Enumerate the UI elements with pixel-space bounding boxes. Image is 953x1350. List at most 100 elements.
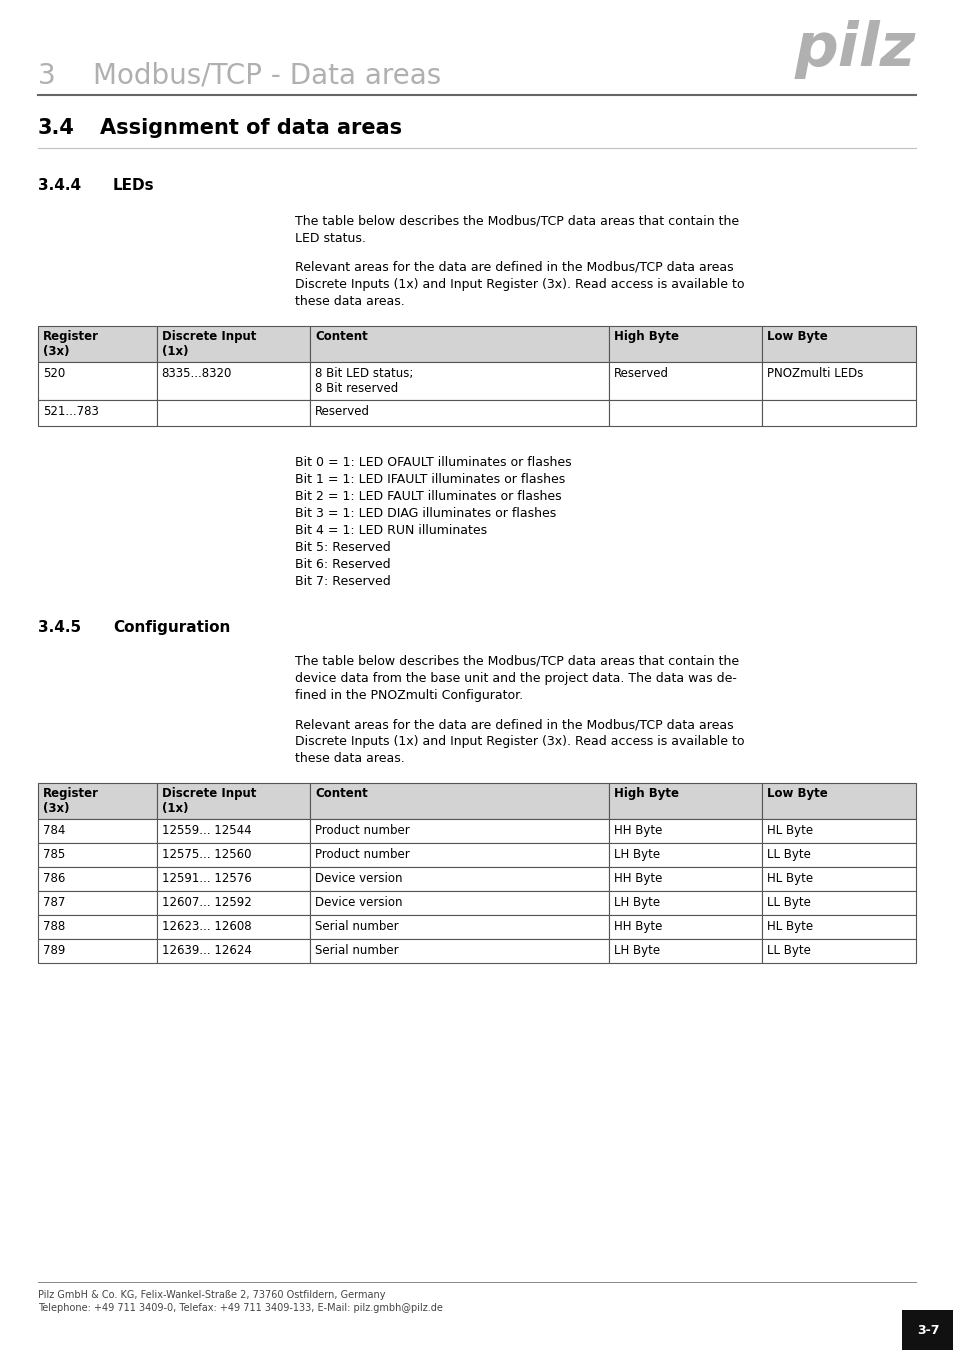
- Bar: [608, 867, 761, 891]
- Text: Reserved: Reserved: [613, 367, 668, 379]
- Text: 787: 787: [43, 896, 66, 909]
- Text: Discrete Input
(1x): Discrete Input (1x): [161, 787, 255, 815]
- Text: LED status.: LED status.: [294, 232, 366, 244]
- Text: HL Byte: HL Byte: [766, 824, 813, 837]
- Text: High Byte: High Byte: [613, 787, 678, 801]
- Text: Low Byte: Low Byte: [766, 787, 827, 801]
- Text: HL Byte: HL Byte: [766, 872, 813, 886]
- Text: Configuration: Configuration: [112, 620, 230, 634]
- Text: Discrete Input
(1x): Discrete Input (1x): [161, 329, 255, 358]
- Text: The table below describes the Modbus/TCP data areas that contain the: The table below describes the Modbus/TCP…: [294, 215, 739, 228]
- Text: HL Byte: HL Byte: [766, 919, 813, 933]
- Text: Device version: Device version: [314, 872, 402, 886]
- Bar: [38, 940, 156, 963]
- Bar: [761, 325, 915, 362]
- Text: 520: 520: [43, 367, 65, 379]
- Bar: [38, 362, 156, 400]
- Bar: [761, 891, 915, 915]
- Bar: [761, 783, 915, 819]
- Text: 3-7: 3-7: [916, 1323, 939, 1336]
- Bar: [156, 867, 310, 891]
- Text: 3.4: 3.4: [38, 117, 74, 138]
- Text: Bit 0 = 1: LED OFAULT illuminates or flashes: Bit 0 = 1: LED OFAULT illuminates or fla…: [294, 456, 571, 468]
- Text: these data areas.: these data areas.: [294, 296, 404, 308]
- Text: LH Byte: LH Byte: [613, 848, 659, 861]
- Bar: [608, 362, 761, 400]
- Bar: [38, 819, 156, 842]
- Text: Serial number: Serial number: [314, 944, 398, 957]
- Text: Bit 7: Reserved: Bit 7: Reserved: [294, 575, 391, 589]
- Text: Serial number: Serial number: [314, 919, 398, 933]
- Text: Telephone: +49 711 3409-0, Telefax: +49 711 3409-133, E-Mail: pilz.gmbh@pilz.de: Telephone: +49 711 3409-0, Telefax: +49 …: [38, 1303, 442, 1314]
- Text: 3: 3: [38, 62, 55, 90]
- Bar: [310, 891, 608, 915]
- Bar: [608, 915, 761, 940]
- Bar: [156, 915, 310, 940]
- Bar: [608, 891, 761, 915]
- Text: 12607... 12592: 12607... 12592: [161, 896, 251, 909]
- Bar: [761, 819, 915, 842]
- Text: 12623... 12608: 12623... 12608: [161, 919, 251, 933]
- Bar: [310, 867, 608, 891]
- Text: LH Byte: LH Byte: [613, 896, 659, 909]
- Text: HH Byte: HH Byte: [613, 824, 661, 837]
- Text: Reserved: Reserved: [314, 405, 370, 418]
- Text: Low Byte: Low Byte: [766, 329, 827, 343]
- Bar: [761, 362, 915, 400]
- Bar: [310, 325, 608, 362]
- Text: 12591... 12576: 12591... 12576: [161, 872, 251, 886]
- Text: Bit 1 = 1: LED IFAULT illuminates or flashes: Bit 1 = 1: LED IFAULT illuminates or fla…: [294, 472, 565, 486]
- Text: Relevant areas for the data are defined in the Modbus/TCP data areas: Relevant areas for the data are defined …: [294, 261, 733, 274]
- Text: The table below describes the Modbus/TCP data areas that contain the: The table below describes the Modbus/TCP…: [294, 655, 739, 668]
- Text: 788: 788: [43, 919, 65, 933]
- Text: Device version: Device version: [314, 896, 402, 909]
- Bar: [38, 842, 156, 867]
- Bar: [310, 783, 608, 819]
- Text: High Byte: High Byte: [613, 329, 678, 343]
- Bar: [761, 867, 915, 891]
- Text: HH Byte: HH Byte: [613, 872, 661, 886]
- Text: 8335...8320: 8335...8320: [161, 367, 232, 379]
- Bar: [156, 362, 310, 400]
- Text: 784: 784: [43, 824, 66, 837]
- Text: Content: Content: [314, 329, 368, 343]
- Bar: [156, 891, 310, 915]
- Bar: [608, 819, 761, 842]
- Bar: [761, 400, 915, 427]
- Text: 785: 785: [43, 848, 65, 861]
- Text: Bit 4 = 1: LED RUN illuminates: Bit 4 = 1: LED RUN illuminates: [294, 524, 487, 537]
- Text: Product number: Product number: [314, 848, 410, 861]
- Bar: [310, 940, 608, 963]
- Bar: [310, 400, 608, 427]
- Bar: [608, 842, 761, 867]
- Bar: [38, 891, 156, 915]
- Text: these data areas.: these data areas.: [294, 752, 404, 765]
- Text: 789: 789: [43, 944, 66, 957]
- Bar: [156, 819, 310, 842]
- Text: LH Byte: LH Byte: [613, 944, 659, 957]
- Bar: [156, 325, 310, 362]
- Text: Content: Content: [314, 787, 368, 801]
- Text: 786: 786: [43, 872, 66, 886]
- Text: Bit 5: Reserved: Bit 5: Reserved: [294, 541, 391, 554]
- Text: Modbus/TCP - Data areas: Modbus/TCP - Data areas: [92, 62, 441, 90]
- Text: 3.4.4: 3.4.4: [38, 178, 81, 193]
- Bar: [156, 842, 310, 867]
- Text: Register
(3x): Register (3x): [43, 787, 99, 815]
- Text: Discrete Inputs (1x) and Input Register (3x). Read access is available to: Discrete Inputs (1x) and Input Register …: [294, 278, 743, 292]
- Text: Product number: Product number: [314, 824, 410, 837]
- Bar: [310, 915, 608, 940]
- Text: pilz: pilz: [794, 20, 915, 80]
- Text: device data from the base unit and the project data. The data was de-: device data from the base unit and the p…: [294, 672, 736, 684]
- Text: 8 Bit LED status;
8 Bit reserved: 8 Bit LED status; 8 Bit reserved: [314, 367, 413, 396]
- Text: LL Byte: LL Byte: [766, 848, 810, 861]
- Text: LEDs: LEDs: [112, 178, 154, 193]
- Bar: [38, 325, 156, 362]
- Text: LL Byte: LL Byte: [766, 896, 810, 909]
- Text: Assignment of data areas: Assignment of data areas: [100, 117, 402, 138]
- Text: 12575... 12560: 12575... 12560: [161, 848, 251, 861]
- Text: fined in the PNOZmulti Configurator.: fined in the PNOZmulti Configurator.: [294, 688, 522, 702]
- Bar: [310, 842, 608, 867]
- Bar: [156, 400, 310, 427]
- Bar: [38, 867, 156, 891]
